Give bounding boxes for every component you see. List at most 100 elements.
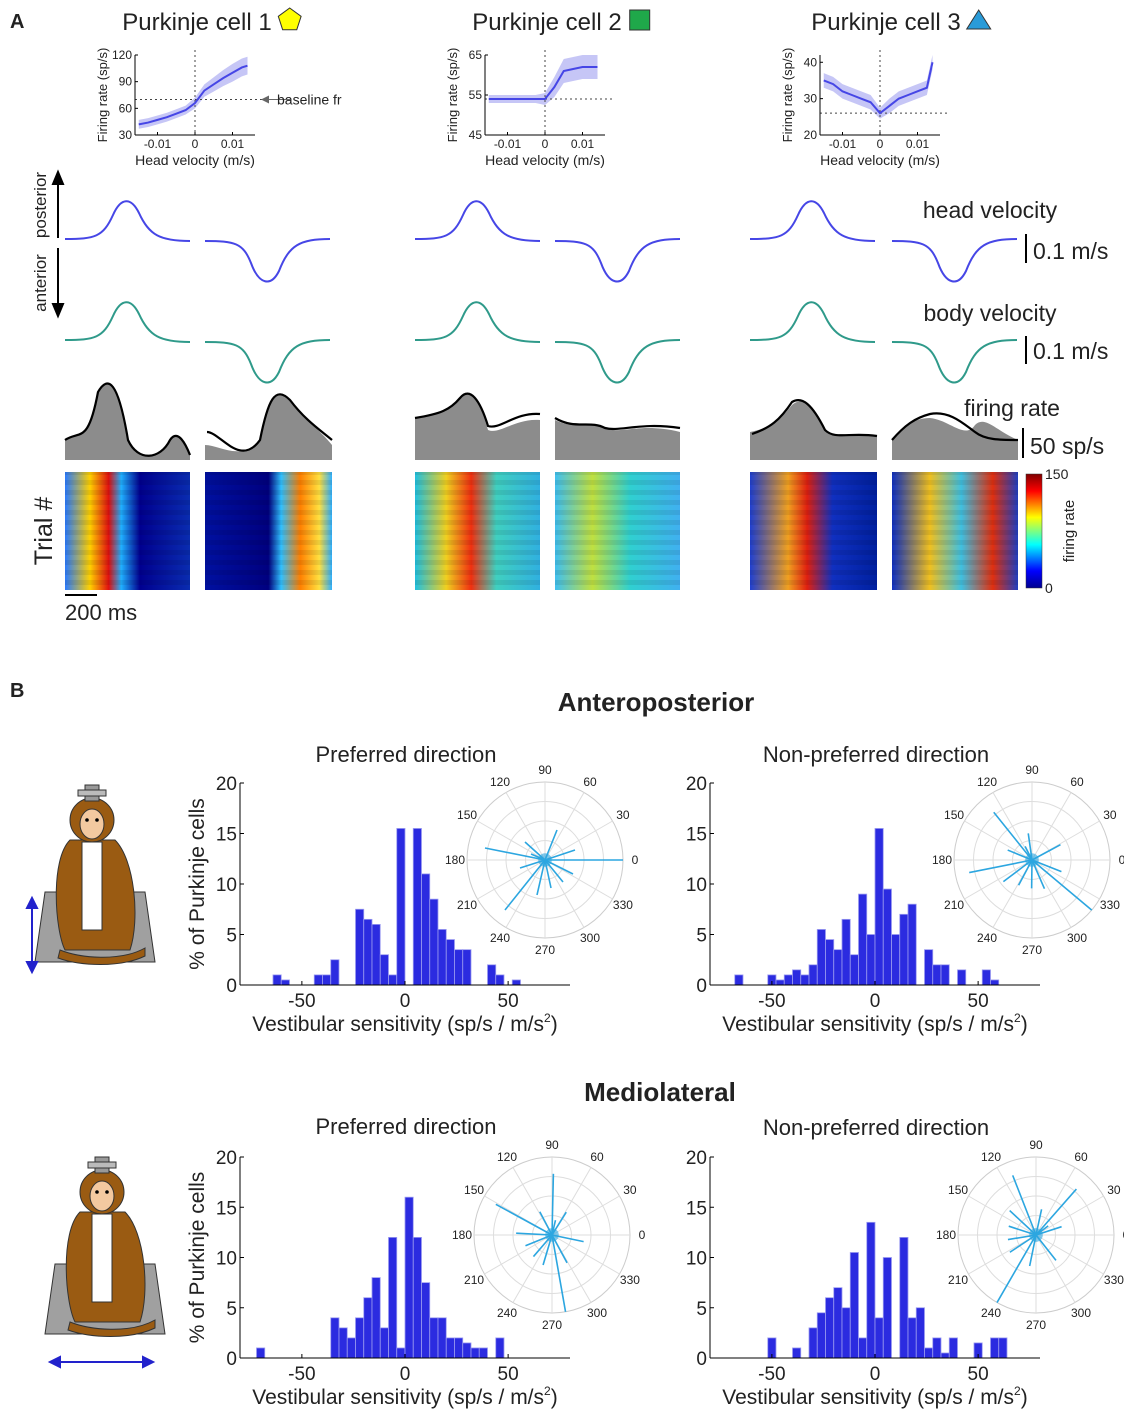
x-axis-label: Vestibular sensitivity (sp/s / m/s2) <box>722 1011 1027 1036</box>
colorbar-tick-label: 150 <box>1045 466 1069 482</box>
polar-angle-label: 0 <box>639 1228 646 1242</box>
bar <box>833 949 843 986</box>
bar <box>462 1342 472 1359</box>
polar-angle-label: 240 <box>490 931 510 945</box>
body-velocity-traces <box>64 301 1018 384</box>
bar <box>957 969 967 986</box>
trace-labels: head velocity 0.1 m/s body velocity 0.1 … <box>923 197 1109 459</box>
y-tick-label: 65 <box>469 48 483 62</box>
bar <box>981 969 991 986</box>
y-tick-label: 55 <box>469 88 483 102</box>
bar <box>858 1337 868 1359</box>
x-axis-label-text: Vestibular sensitivity (sp/s / m/s <box>252 1013 544 1036</box>
polar-angle-label: 90 <box>1025 763 1039 777</box>
polar-angle-label: 270 <box>1026 1318 1046 1332</box>
bar <box>816 1312 826 1359</box>
firing-rate-traces <box>64 382 1019 460</box>
raster-label: Trial # <box>30 497 58 566</box>
polar-angle-label: 240 <box>981 1306 1001 1320</box>
title-marker <box>965 9 992 30</box>
bar <box>421 873 431 986</box>
x-axis-label-text: Vestibular sensitivity (sp/s / m/s <box>722 1386 1014 1409</box>
trace-scale: 0.1 m/s <box>1033 238 1108 264</box>
polar-spoke <box>1031 859 1100 900</box>
panel-label: A <box>10 11 24 33</box>
bar <box>388 974 398 986</box>
scale-bars <box>65 234 1027 596</box>
bar <box>808 964 818 986</box>
polar-angle-label: 120 <box>977 775 997 789</box>
x-axis-label-sup: 2 <box>1014 1011 1021 1025</box>
x-tick-label: -50 <box>288 1364 315 1385</box>
error-band <box>138 56 248 129</box>
x-tick-label: 0 <box>400 991 411 1012</box>
mean-line <box>823 62 934 115</box>
y-axis-label: Firing rate (sp/s) <box>95 48 110 143</box>
bar <box>280 979 290 986</box>
bar <box>866 1221 876 1359</box>
polar-angle-label: 30 <box>1107 1183 1121 1197</box>
annotation-arrowhead <box>261 95 269 104</box>
x-tick-label: 50 <box>498 991 519 1012</box>
bar <box>940 964 950 986</box>
chart-title: Non-preferred direction <box>763 742 989 767</box>
polar-spoke <box>477 820 546 861</box>
x-axis-label: Head velocity (m/s) <box>485 152 605 168</box>
x-tick-label: 50 <box>968 991 989 1012</box>
bar <box>775 979 785 986</box>
bar <box>330 959 340 986</box>
y-tick-label: 20 <box>804 128 818 142</box>
bar <box>882 1257 892 1359</box>
x-axis-label-end: ) <box>1021 1386 1028 1409</box>
bar <box>915 1307 925 1359</box>
monkey-ml <box>44 1156 166 1369</box>
rasters <box>65 472 1018 590</box>
bar <box>907 1317 917 1359</box>
colorbar <box>1025 473 1043 589</box>
polar-angle-label: 270 <box>535 943 555 957</box>
polar-angle-label: 30 <box>623 1183 637 1197</box>
bar <box>379 1327 389 1359</box>
y-tick-label: 15 <box>216 1198 237 1219</box>
bar <box>412 1237 422 1359</box>
bar <box>800 974 810 986</box>
bar <box>495 1337 505 1359</box>
bar <box>396 1347 406 1359</box>
y-tick-label: 60 <box>119 101 133 115</box>
bar <box>932 1337 942 1359</box>
monkey-ap <box>25 784 156 975</box>
mean-line <box>488 66 598 100</box>
x-axis-label: Head velocity (m/s) <box>820 152 940 168</box>
bar <box>495 974 505 986</box>
bar <box>272 974 282 986</box>
bar <box>783 974 793 986</box>
x-tick-label: 0 <box>870 991 881 1012</box>
y-tick-label: 0 <box>696 1349 707 1370</box>
y-tick-label: 30 <box>119 128 133 142</box>
x-tick-label: -0.01 <box>494 137 522 151</box>
bar <box>363 918 373 986</box>
direction-arrows <box>51 169 65 319</box>
bar <box>396 828 406 986</box>
bar <box>412 828 422 986</box>
x-axis-label: Vestibular sensitivity (sp/s / m/s2) <box>722 1384 1027 1409</box>
x-axis-label: Head velocity (m/s) <box>135 152 255 168</box>
bar <box>882 888 892 986</box>
x-axis-label-end: ) <box>1021 1013 1028 1036</box>
bar <box>429 898 439 986</box>
direction-label: anterior <box>31 254 50 312</box>
trace-scale: 50 sp/s <box>1030 433 1104 459</box>
polar-angle-label: 60 <box>583 775 597 789</box>
x-axis-label: Vestibular sensitivity (sp/s / m/s2) <box>252 1011 557 1036</box>
trace-scale: 0.1 m/s <box>1033 338 1108 364</box>
polar-spoke <box>1035 1234 1104 1275</box>
polar-angle-label: 330 <box>1100 898 1120 912</box>
bar <box>734 974 744 986</box>
chart-title: Purkinje cell 2 <box>472 9 621 36</box>
y-tick-label: 30 <box>804 92 818 106</box>
x-tick-label: 0 <box>542 137 549 151</box>
bar <box>841 918 851 986</box>
bar <box>874 1317 884 1359</box>
bar <box>454 1337 464 1359</box>
y-tick-label: 10 <box>216 875 237 896</box>
